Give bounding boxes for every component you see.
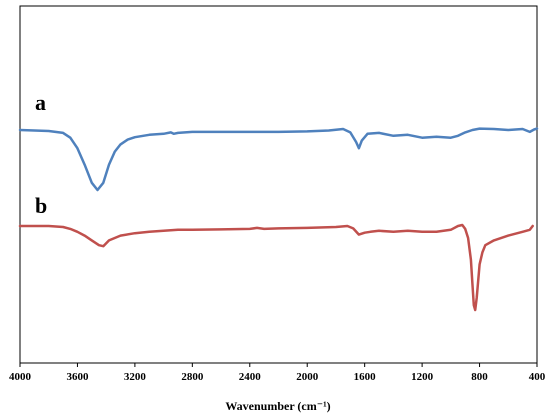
x-tick-label: 2400 — [239, 371, 262, 383]
x-tick-label: 1600 — [354, 371, 377, 383]
series-label-b: b — [35, 193, 47, 218]
x-tick-label: 1200 — [411, 371, 434, 383]
x-tick-label: 3200 — [124, 371, 147, 383]
x-tick-label: 2800 — [181, 371, 204, 383]
series-line-b — [18, 223, 534, 312]
x-tick-label: 400 — [529, 371, 546, 383]
series-label-a: a — [35, 90, 46, 115]
axes — [19, 5, 538, 364]
x-axis-title: Wavenumber (cm⁻¹) — [225, 399, 330, 413]
x-tick-label: 2000 — [296, 371, 319, 383]
series-line-a — [18, 127, 539, 192]
plot-frame — [19, 5, 538, 364]
x-tick-label: 4000 — [9, 371, 32, 383]
x-ticks: 4000 3600 3200 2800 2400 2000 1600 1200 800 400 — [9, 363, 546, 383]
x-tick-label: 3600 — [66, 371, 89, 383]
x-tick-label: 800 — [471, 371, 488, 383]
series-layer — [18, 127, 539, 312]
